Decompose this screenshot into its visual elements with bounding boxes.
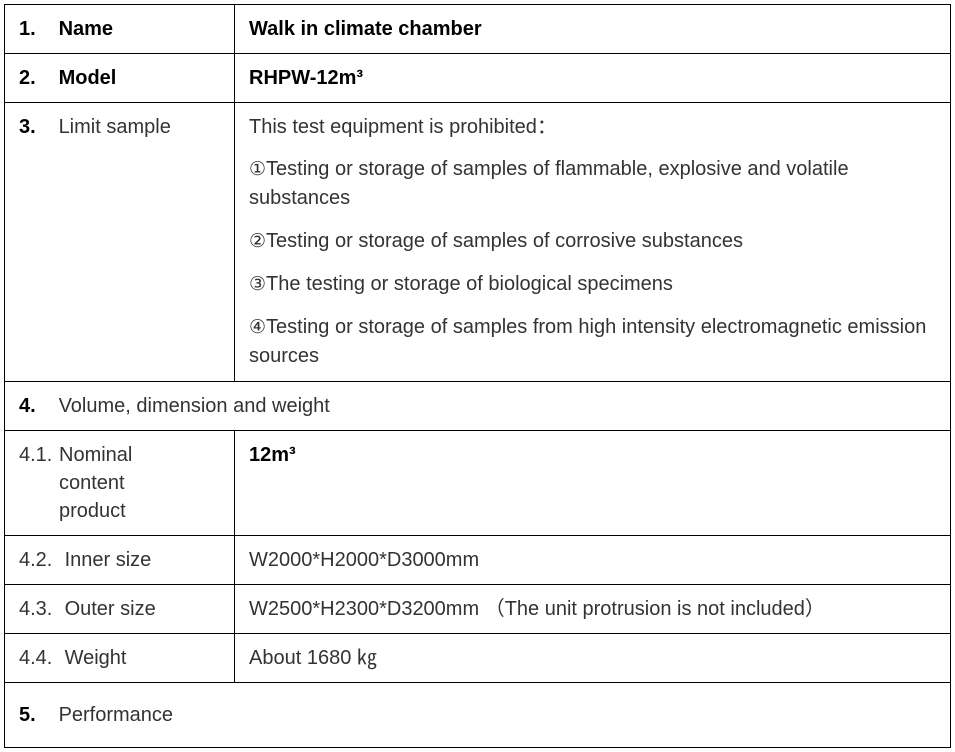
row-value-cell: Walk in climate chamber — [235, 5, 951, 54]
limit-item: ①Testing or storage of samples of flamma… — [249, 155, 936, 213]
table-row: 5. Performance — [5, 683, 951, 748]
row-value: Walk in climate chamber — [249, 18, 482, 40]
row-number: 5. — [19, 701, 53, 729]
row-value-cell: 12m³ — [235, 431, 951, 536]
row-number: 4.1. — [19, 441, 59, 469]
table-row: 1. Name Walk in climate chamber — [5, 5, 951, 54]
section-header-cell: 4. Volume, dimension and weight — [5, 382, 951, 431]
limit-item: ④Testing or storage of samples from high… — [249, 313, 936, 371]
row-value: W2000*H2000*D3000mm — [249, 549, 479, 571]
circled-number-icon: ④ — [249, 317, 266, 338]
row-number: 4.3. — [19, 595, 59, 623]
row-value: About 1680 ㎏ — [249, 647, 377, 669]
row-label: Model — [59, 67, 117, 89]
row-number: 4.4. — [19, 644, 59, 672]
row-number: 1. — [19, 15, 53, 43]
row-label-cell: 2. Model — [5, 54, 235, 103]
row-label-cell: 1. Name — [5, 5, 235, 54]
row-note: （The unit protrusion is not included） — [485, 598, 825, 620]
table-row: 4. Volume, dimension and weight — [5, 382, 951, 431]
row-value-cell: W2500*H2300*D3200mm （The unit protrusion… — [235, 585, 951, 634]
table-row: 4.2. Inner size W2000*H2000*D3000mm — [5, 536, 951, 585]
table-row: 2. Model RHPW-12m³ — [5, 54, 951, 103]
row-value: W2500*H2300*D3200mm — [249, 598, 479, 620]
circled-number-icon: ① — [249, 159, 266, 180]
row-number: 3. — [19, 113, 53, 141]
row-label-cell: 4.3. Outer size — [5, 585, 235, 634]
table-row: 4.3. Outer size W2500*H2300*D3200mm （The… — [5, 585, 951, 634]
limit-item: ②Testing or storage of samples of corros… — [249, 227, 936, 256]
row-label-cell: 4.2. Inner size — [5, 536, 235, 585]
limit-item: ③The testing or storage of biological sp… — [249, 270, 936, 299]
section-title: Volume, dimension and weight — [59, 395, 330, 417]
row-label: Name — [59, 18, 113, 40]
row-label-cell: 4.4. Weight — [5, 634, 235, 683]
row-label: Nominalcontentproduct — [59, 441, 132, 525]
section-header-cell: 5. Performance — [5, 683, 951, 748]
row-value-cell: RHPW-12m³ — [235, 54, 951, 103]
row-value: RHPW-12m³ — [249, 67, 363, 89]
row-label: Outer size — [65, 598, 156, 620]
limit-text: Testing or storage of samples of corrosi… — [266, 230, 743, 252]
limit-text: Testing or storage of samples from high … — [249, 316, 926, 367]
row-label: Weight — [65, 647, 127, 669]
table-row: 4.1.Nominalcontentproduct 12m³ — [5, 431, 951, 536]
section-title: Performance — [59, 704, 174, 726]
table-row: 4.4. Weight About 1680 ㎏ — [5, 634, 951, 683]
row-number: 2. — [19, 64, 53, 92]
row-label-cell: 3. Limit sample — [5, 103, 235, 382]
row-value-cell: About 1680 ㎏ — [235, 634, 951, 683]
limit-text: Testing or storage of samples of flammab… — [249, 158, 849, 209]
row-value-cell: This test equipment is prohibited： ①Test… — [235, 103, 951, 382]
row-label: Limit sample — [59, 116, 171, 138]
row-label-cell: 4.1.Nominalcontentproduct — [5, 431, 235, 536]
table-row: 3. Limit sample This test equipment is p… — [5, 103, 951, 382]
limit-text: The testing or storage of biological spe… — [266, 273, 673, 295]
row-number: 4. — [19, 392, 53, 420]
circled-number-icon: ② — [249, 231, 266, 252]
row-number: 4.2. — [19, 546, 59, 574]
row-value-cell: W2000*H2000*D3000mm — [235, 536, 951, 585]
spec-table: 1. Name Walk in climate chamber 2. Model… — [4, 4, 951, 748]
row-value: 12m³ — [249, 444, 296, 466]
limit-intro: This test equipment is prohibited： — [249, 113, 936, 141]
circled-number-icon: ③ — [249, 274, 266, 295]
row-label: Inner size — [65, 549, 152, 571]
